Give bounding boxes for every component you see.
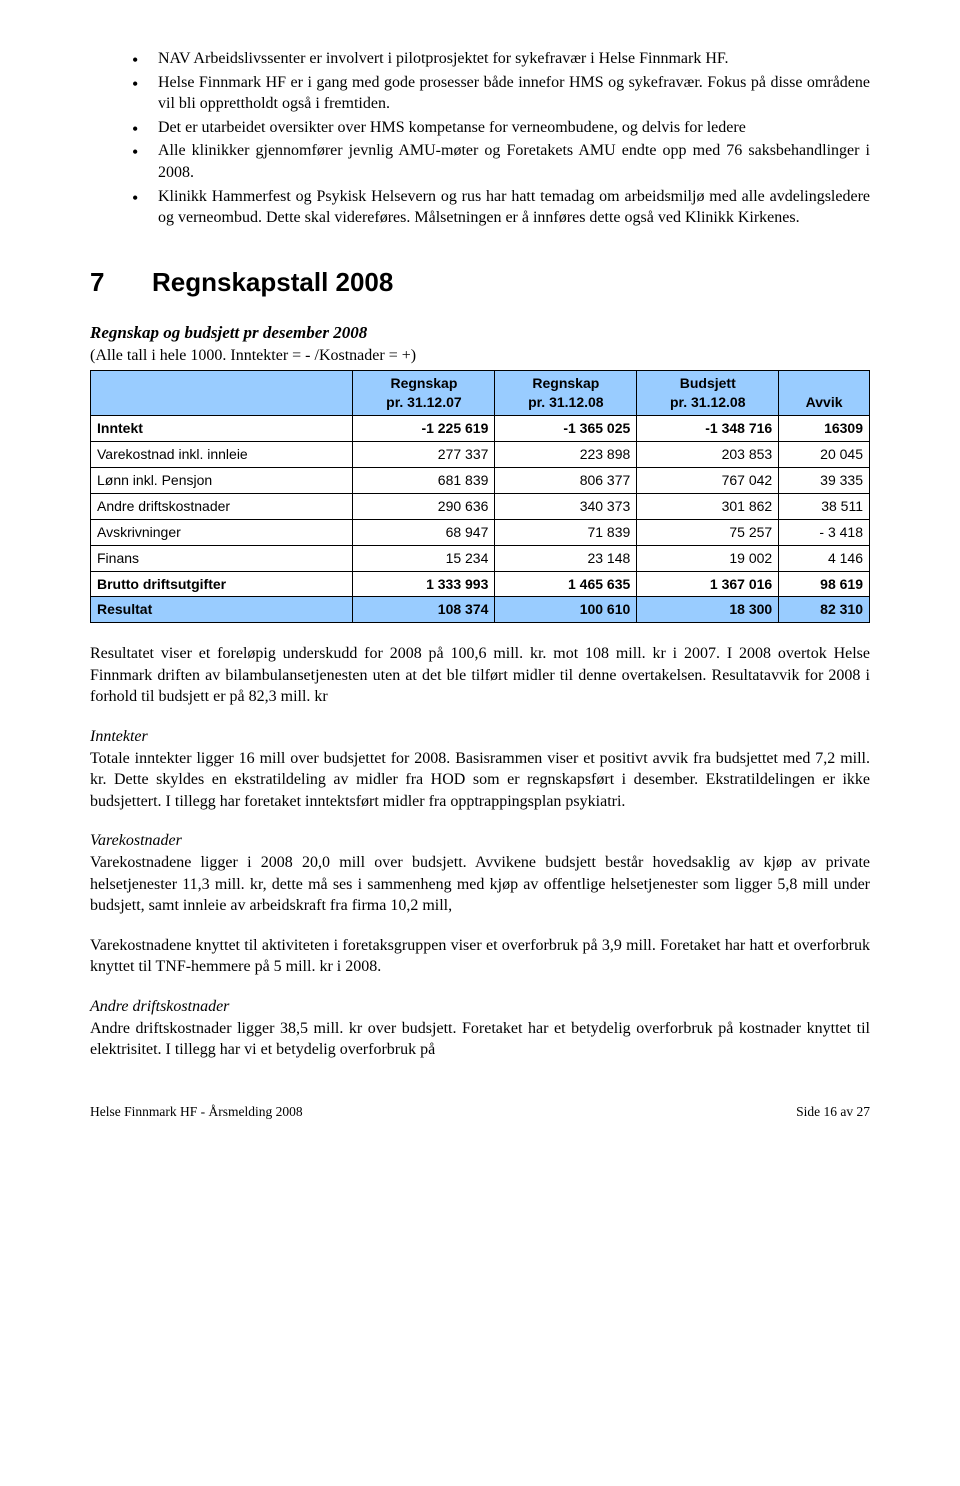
footer-left: Helse Finnmark HF - Årsmelding 2008 (90, 1103, 303, 1121)
row-label: Resultat (91, 597, 353, 623)
col-regnskap07: Regnskappr. 31.12.07 (353, 371, 495, 416)
table-row: Varekostnad inkl. innleie277 337223 8982… (91, 442, 870, 468)
cell-value: 71 839 (495, 519, 637, 545)
cell-value: 75 257 (637, 519, 779, 545)
cell-value: 340 373 (495, 493, 637, 519)
bullet-item: NAV Arbeidslivssenter er involvert i pil… (132, 48, 870, 70)
cell-value: 1 465 635 (495, 571, 637, 597)
bullet-list: NAV Arbeidslivssenter er involvert i pil… (90, 48, 870, 229)
cell-value: 82 310 (779, 597, 870, 623)
paragraph-resultat: Resultatet viser et foreløpig underskudd… (90, 643, 870, 708)
heading-andre-drift: Andre driftskostnader (90, 996, 870, 1018)
section-title-text: Regnskapstall 2008 (152, 267, 393, 297)
row-label: Inntekt (91, 416, 353, 442)
row-label: Finans (91, 545, 353, 571)
sub-note: (Alle tall i hele 1000. Inntekter = - /K… (90, 345, 870, 367)
paragraph-andre-drift: Andre driftskostnader ligger 38,5 mill. … (90, 1018, 870, 1061)
paragraph-inntekter: Totale inntekter ligger 16 mill over bud… (90, 748, 870, 813)
row-label: Brutto driftsutgifter (91, 571, 353, 597)
col-regnskap08: Regnskappr. 31.12.08 (495, 371, 637, 416)
table-row: Finans15 23423 14819 0024 146 (91, 545, 870, 571)
cell-value: 68 947 (353, 519, 495, 545)
subheading: Regnskap og budsjett pr desember 2008 (90, 322, 870, 345)
page-footer: Helse Finnmark HF - Årsmelding 2008 Side… (90, 1103, 870, 1121)
regnskap-table: Regnskappr. 31.12.07 Regnskappr. 31.12.0… (90, 370, 870, 623)
cell-value: 38 511 (779, 493, 870, 519)
table-row: Avskrivninger68 94771 83975 257- 3 418 (91, 519, 870, 545)
table-body: Inntekt-1 225 619-1 365 025-1 348 716163… (91, 416, 870, 623)
cell-value: 20 045 (779, 442, 870, 468)
table-row: Inntekt-1 225 619-1 365 025-1 348 716163… (91, 416, 870, 442)
bullet-item: Alle klinikker gjennomfører jevnlig AMU-… (132, 140, 870, 183)
section-number: 7 (90, 265, 152, 300)
bullet-item: Det er utarbeidet oversikter over HMS ko… (132, 117, 870, 139)
row-label: Avskrivninger (91, 519, 353, 545)
section-heading: 7Regnskapstall 2008 (90, 265, 870, 300)
row-label: Lønn inkl. Pensjon (91, 467, 353, 493)
cell-value: 108 374 (353, 597, 495, 623)
cell-value: 16309 (779, 416, 870, 442)
table-row: Lønn inkl. Pensjon681 839806 377767 0423… (91, 467, 870, 493)
cell-value: 4 146 (779, 545, 870, 571)
table-row: Brutto driftsutgifter1 333 9931 465 6351… (91, 571, 870, 597)
cell-value: -1 365 025 (495, 416, 637, 442)
heading-varekostnader: Varekostnader (90, 830, 870, 852)
cell-value: 98 619 (779, 571, 870, 597)
cell-value: 1 333 993 (353, 571, 495, 597)
cell-value: 203 853 (637, 442, 779, 468)
cell-value: 223 898 (495, 442, 637, 468)
bullet-item: Helse Finnmark HF er i gang med gode pro… (132, 72, 870, 115)
cell-value: 806 377 (495, 467, 637, 493)
cell-value: - 3 418 (779, 519, 870, 545)
cell-value: 301 862 (637, 493, 779, 519)
table-header-row: Regnskappr. 31.12.07 Regnskappr. 31.12.0… (91, 371, 870, 416)
footer-right: Side 16 av 27 (796, 1103, 870, 1121)
row-label: Varekostnad inkl. innleie (91, 442, 353, 468)
cell-value: 681 839 (353, 467, 495, 493)
cell-value: 19 002 (637, 545, 779, 571)
col-blank (91, 371, 353, 416)
cell-value: 39 335 (779, 467, 870, 493)
cell-value: -1 348 716 (637, 416, 779, 442)
cell-value: 277 337 (353, 442, 495, 468)
cell-value: 15 234 (353, 545, 495, 571)
cell-value: -1 225 619 (353, 416, 495, 442)
col-avvik: Avvik (779, 371, 870, 416)
cell-value: 100 610 (495, 597, 637, 623)
col-budsjett08: Budsjettpr. 31.12.08 (637, 371, 779, 416)
table-row: Andre driftskostnader290 636340 373301 8… (91, 493, 870, 519)
heading-inntekter: Inntekter (90, 726, 870, 748)
bullet-item: Klinikk Hammerfest og Psykisk Helsevern … (132, 186, 870, 229)
cell-value: 1 367 016 (637, 571, 779, 597)
row-label: Andre driftskostnader (91, 493, 353, 519)
cell-value: 23 148 (495, 545, 637, 571)
paragraph-varekostnader-1: Varekostnadene ligger i 2008 20,0 mill o… (90, 852, 870, 917)
table-row: Resultat108 374100 61018 30082 310 (91, 597, 870, 623)
cell-value: 18 300 (637, 597, 779, 623)
cell-value: 290 636 (353, 493, 495, 519)
cell-value: 767 042 (637, 467, 779, 493)
paragraph-varekostnader-2: Varekostnadene knyttet til aktiviteten i… (90, 935, 870, 978)
